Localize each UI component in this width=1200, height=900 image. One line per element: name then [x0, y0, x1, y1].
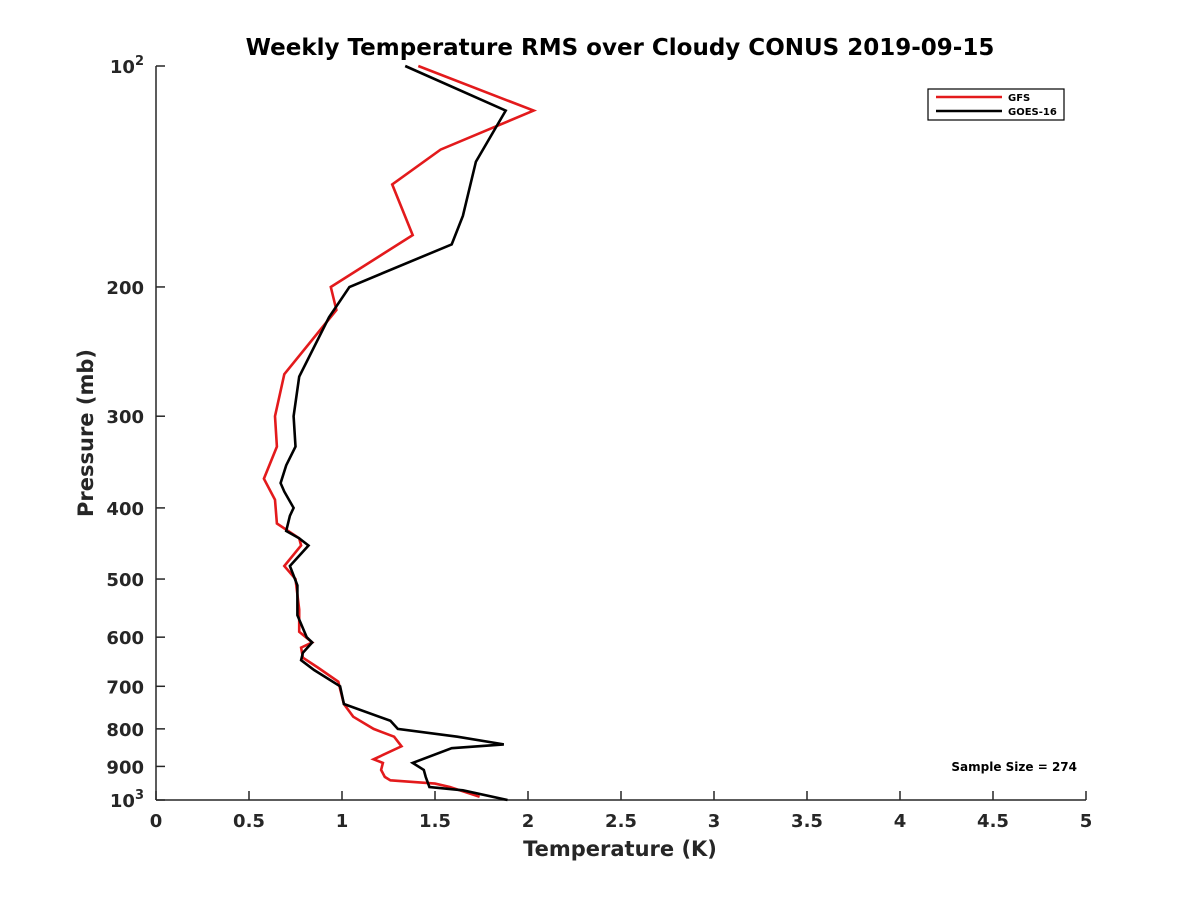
- series-line-goes16: [279, 64, 508, 802]
- sample-size-annotation: Sample Size = 274: [951, 760, 1077, 774]
- x-tick-label: 3: [708, 811, 721, 832]
- x-tick-label: 0: [150, 811, 163, 832]
- y-axis-label: Pressure (mb): [74, 349, 98, 517]
- plot-area: 0 0.5 1 1.5 2 2.5 3 3.5 4 4.5 5 102 200 300 400 500 600 7…: [106, 54, 1092, 832]
- x-tick-label: 1.5: [419, 811, 451, 832]
- y-tick-label: 102: [110, 54, 144, 78]
- y-tick-label: 500: [106, 570, 144, 591]
- legend: GFS GOES-16: [927, 88, 1065, 121]
- x-tick-label: 0.5: [233, 811, 265, 832]
- chart-title: Weekly Temperature RMS over Cloudy CONUS…: [246, 35, 995, 61]
- x-tick-label: 1: [336, 811, 349, 832]
- y-tick-label: 300: [106, 407, 144, 428]
- y-tick-label: 900: [106, 757, 144, 778]
- x-tick-label: 3.5: [791, 811, 823, 832]
- series-line-gfs: [262, 64, 538, 799]
- legend-label-goes16: GOES-16: [1008, 107, 1057, 118]
- x-tick-label: 2.5: [605, 811, 637, 832]
- y-tick-label: 800: [106, 720, 144, 741]
- x-tick-label: 2: [522, 811, 535, 832]
- legend-box: [927, 88, 1065, 121]
- legend-label-gfs: GFS: [1008, 93, 1030, 104]
- y-tick-label: 700: [106, 677, 144, 698]
- y-tick-label: 400: [106, 499, 144, 520]
- x-tick-label: 5: [1080, 811, 1093, 832]
- y-tick-label: 200: [106, 278, 144, 299]
- x-axis-label: Temperature (K): [523, 837, 717, 861]
- x-tick-label: 4: [894, 811, 907, 832]
- y-tick-label: 103: [110, 788, 144, 812]
- y-tick-label: 600: [106, 628, 144, 649]
- x-tick-label: 4.5: [977, 811, 1009, 832]
